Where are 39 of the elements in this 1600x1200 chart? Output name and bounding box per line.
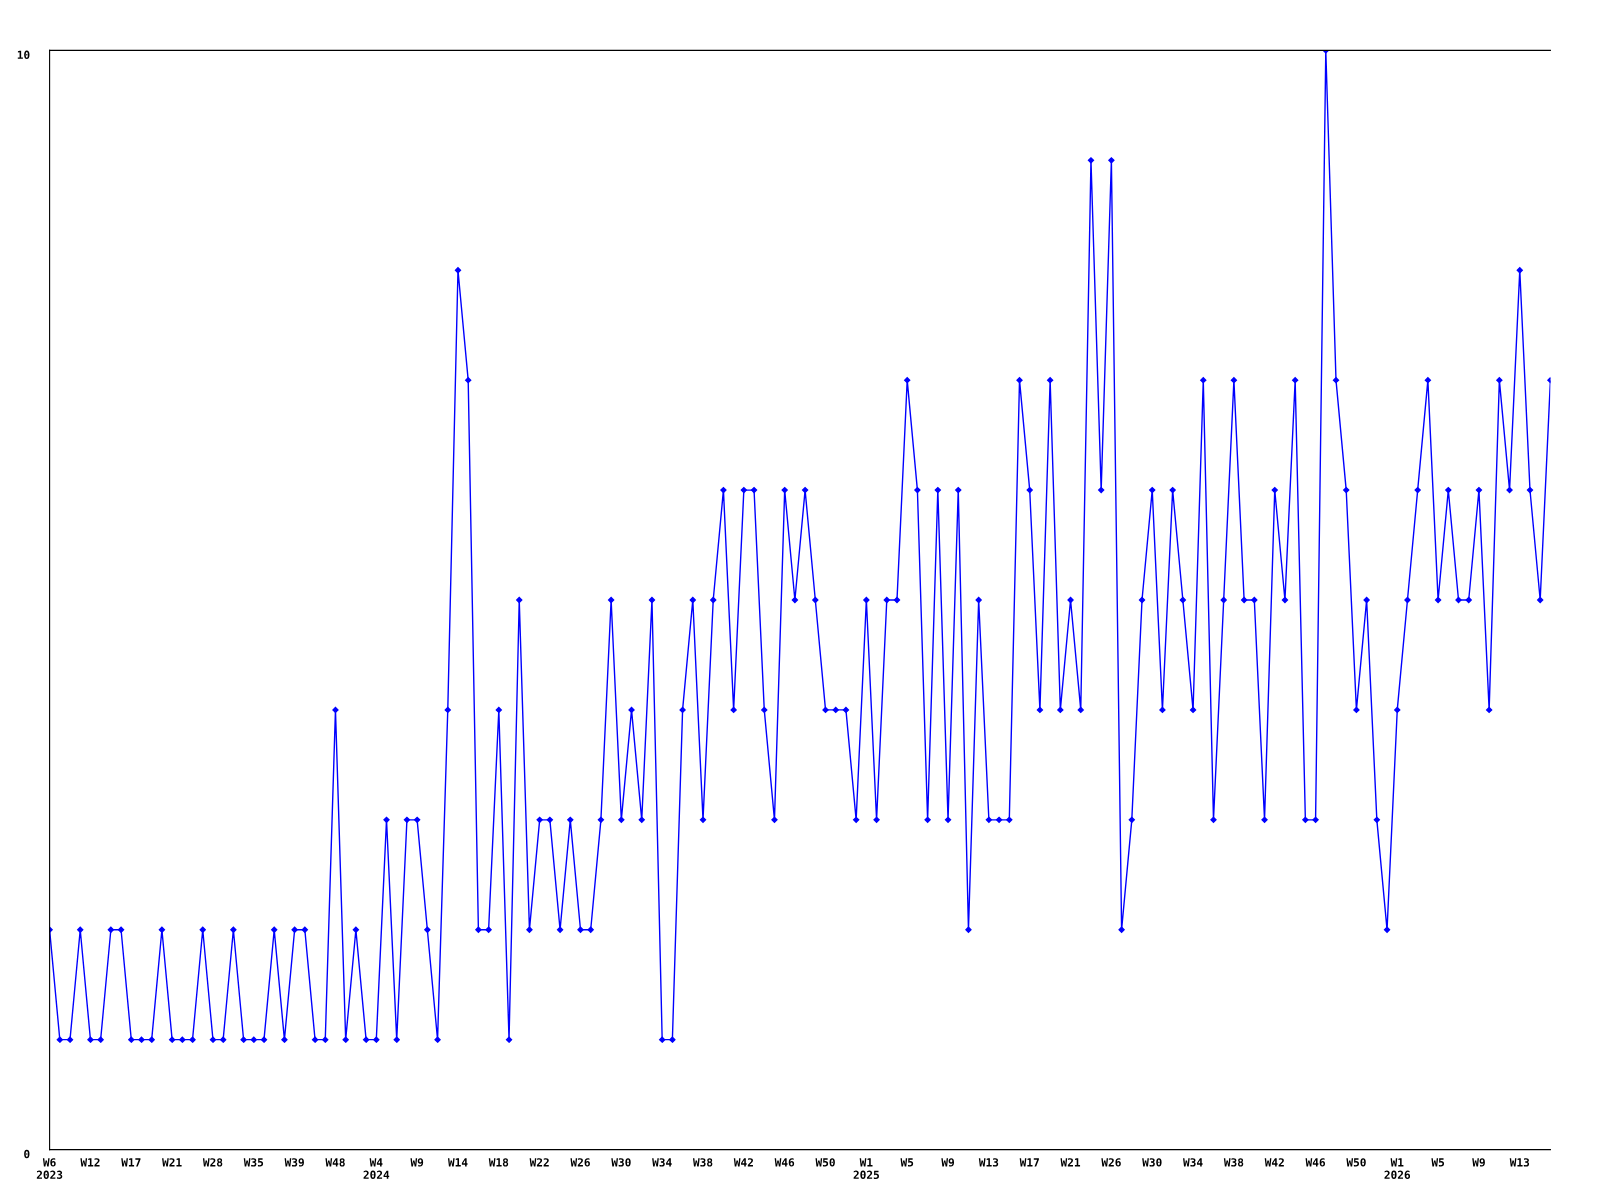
x-tick-label: W46: [1305, 1158, 1326, 1167]
x-tick-label: W30: [1142, 1158, 1162, 1167]
x-tick-label: W21: [1060, 1158, 1081, 1167]
x-tick-label: W22: [529, 1158, 549, 1167]
x-tick-label: W39: [284, 1158, 304, 1167]
x-tick-label: W35: [243, 1158, 264, 1167]
x-tick-label: W38: [1223, 1158, 1244, 1167]
x-tick-label: W1 2026: [1384, 1158, 1411, 1179]
x-tick-label: W46: [774, 1158, 795, 1167]
x-tick-label: W28: [202, 1158, 223, 1167]
x-tick-label: W1 2025: [853, 1158, 879, 1179]
x-tick-label: W26: [1101, 1158, 1121, 1167]
x-tick-label: W5: [1431, 1158, 1445, 1167]
y-tick-label: 0: [24, 1149, 30, 1159]
x-tick-label: W9: [941, 1158, 955, 1167]
x-tick-label: W42: [733, 1158, 753, 1167]
x-tick-label: W17: [1019, 1158, 1039, 1167]
x-tick-label: W9: [410, 1158, 424, 1167]
x-tick-label: W34: [652, 1158, 672, 1167]
x-tick-label: W42: [1264, 1158, 1284, 1167]
y-tick-label: 10: [17, 50, 30, 59]
x-tick-label: W12: [80, 1158, 100, 1167]
x-tick-label: W6 2023: [36, 1158, 63, 1179]
x-tick-label: W13: [978, 1158, 999, 1167]
x-tick-label: W26: [570, 1158, 590, 1167]
x-tick-label: W18: [488, 1158, 509, 1167]
x-tick-label: W48: [325, 1158, 345, 1167]
x-tick-label: W21: [162, 1158, 182, 1167]
x-tick-label: W34: [1183, 1158, 1203, 1167]
x-tick-label: W50: [1346, 1158, 1366, 1167]
x-tick-label: W17: [121, 1158, 141, 1167]
x-tick-label: W30: [611, 1158, 631, 1167]
x-tick-label: W38: [692, 1158, 713, 1167]
x-tick-label: W14: [447, 1158, 468, 1167]
x-tick-label: W50: [815, 1158, 835, 1167]
x-tick-label: W4 2024: [363, 1158, 390, 1179]
x-tick-label: W9: [1472, 1158, 1485, 1167]
x-tick-label: W5: [900, 1158, 914, 1167]
x-tick-label: W13: [1509, 1158, 1530, 1167]
